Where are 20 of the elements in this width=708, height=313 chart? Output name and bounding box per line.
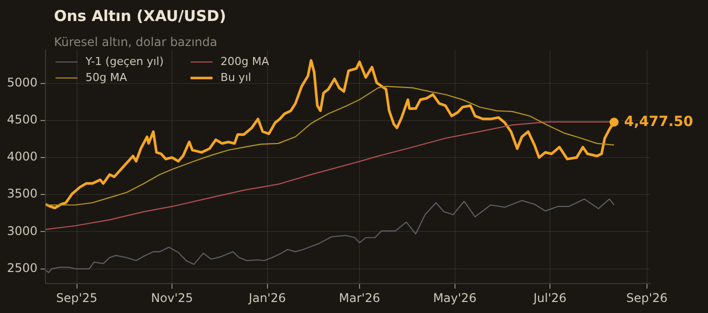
y-tick-label: 4000	[6, 150, 38, 164]
chart-title: Ons Altın (XAU/USD)	[54, 7, 226, 25]
x-tick-label: Sep'26	[626, 290, 668, 305]
annotation: 4,477.50	[624, 114, 694, 130]
y-tick-label: 5000	[6, 75, 38, 90]
y-tick-label: 4500	[6, 112, 38, 127]
x-tick-label: Sep'25	[56, 290, 98, 305]
chart-subtitle: Küresel altın, dolar bazında	[54, 35, 218, 49]
x-tick-label: Nov'25	[151, 290, 194, 305]
legend-label: Y-1 (geçen yıl)	[84, 54, 164, 68]
x-tick-label: Mar'26	[338, 290, 380, 305]
y-tick-label: 3500	[6, 186, 38, 201]
y-tick-label: 2500	[6, 260, 38, 275]
x-tick-label: Jan'26	[248, 290, 286, 305]
legend-label: 200g MA	[220, 54, 270, 68]
legend-label: 50g MA	[86, 70, 128, 84]
x-tick-label: Jul'26	[532, 290, 567, 305]
legend-label: Bu yıl	[220, 70, 252, 84]
x-tick-label: May'26	[433, 290, 476, 305]
y-tick-label: 3000	[6, 224, 38, 238]
